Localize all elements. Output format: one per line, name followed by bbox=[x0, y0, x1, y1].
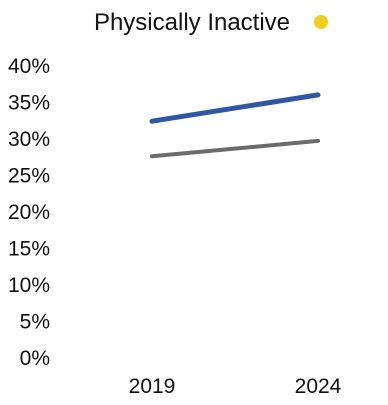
series-line-1 bbox=[149, 92, 321, 124]
y-tick-label: 15% bbox=[8, 238, 50, 261]
y-tick-label: 20% bbox=[8, 201, 50, 224]
y-axis: 0% 5% 10% 15% 20% 25% 30% 35% 40% bbox=[8, 55, 50, 370]
chart-title: Physically Inactive bbox=[94, 9, 290, 36]
x-axis: 2019 2024 bbox=[129, 375, 342, 398]
y-tick-label: 5% bbox=[20, 311, 50, 334]
y-tick-label: 0% bbox=[20, 347, 50, 370]
y-tick-label: 35% bbox=[8, 92, 50, 115]
y-tick-label: 30% bbox=[8, 128, 50, 151]
series-line-2 bbox=[150, 138, 320, 159]
x-tick-label: 2019 bbox=[129, 375, 176, 398]
x-tick-label: 2024 bbox=[295, 375, 342, 398]
y-tick-label: 40% bbox=[8, 55, 50, 78]
y-tick-label: 25% bbox=[8, 165, 50, 188]
chart-title-group: Physically Inactive bbox=[94, 9, 328, 36]
title-marker-dot-icon bbox=[314, 15, 328, 29]
series-layer bbox=[149, 92, 321, 159]
y-tick-label: 10% bbox=[8, 274, 50, 297]
